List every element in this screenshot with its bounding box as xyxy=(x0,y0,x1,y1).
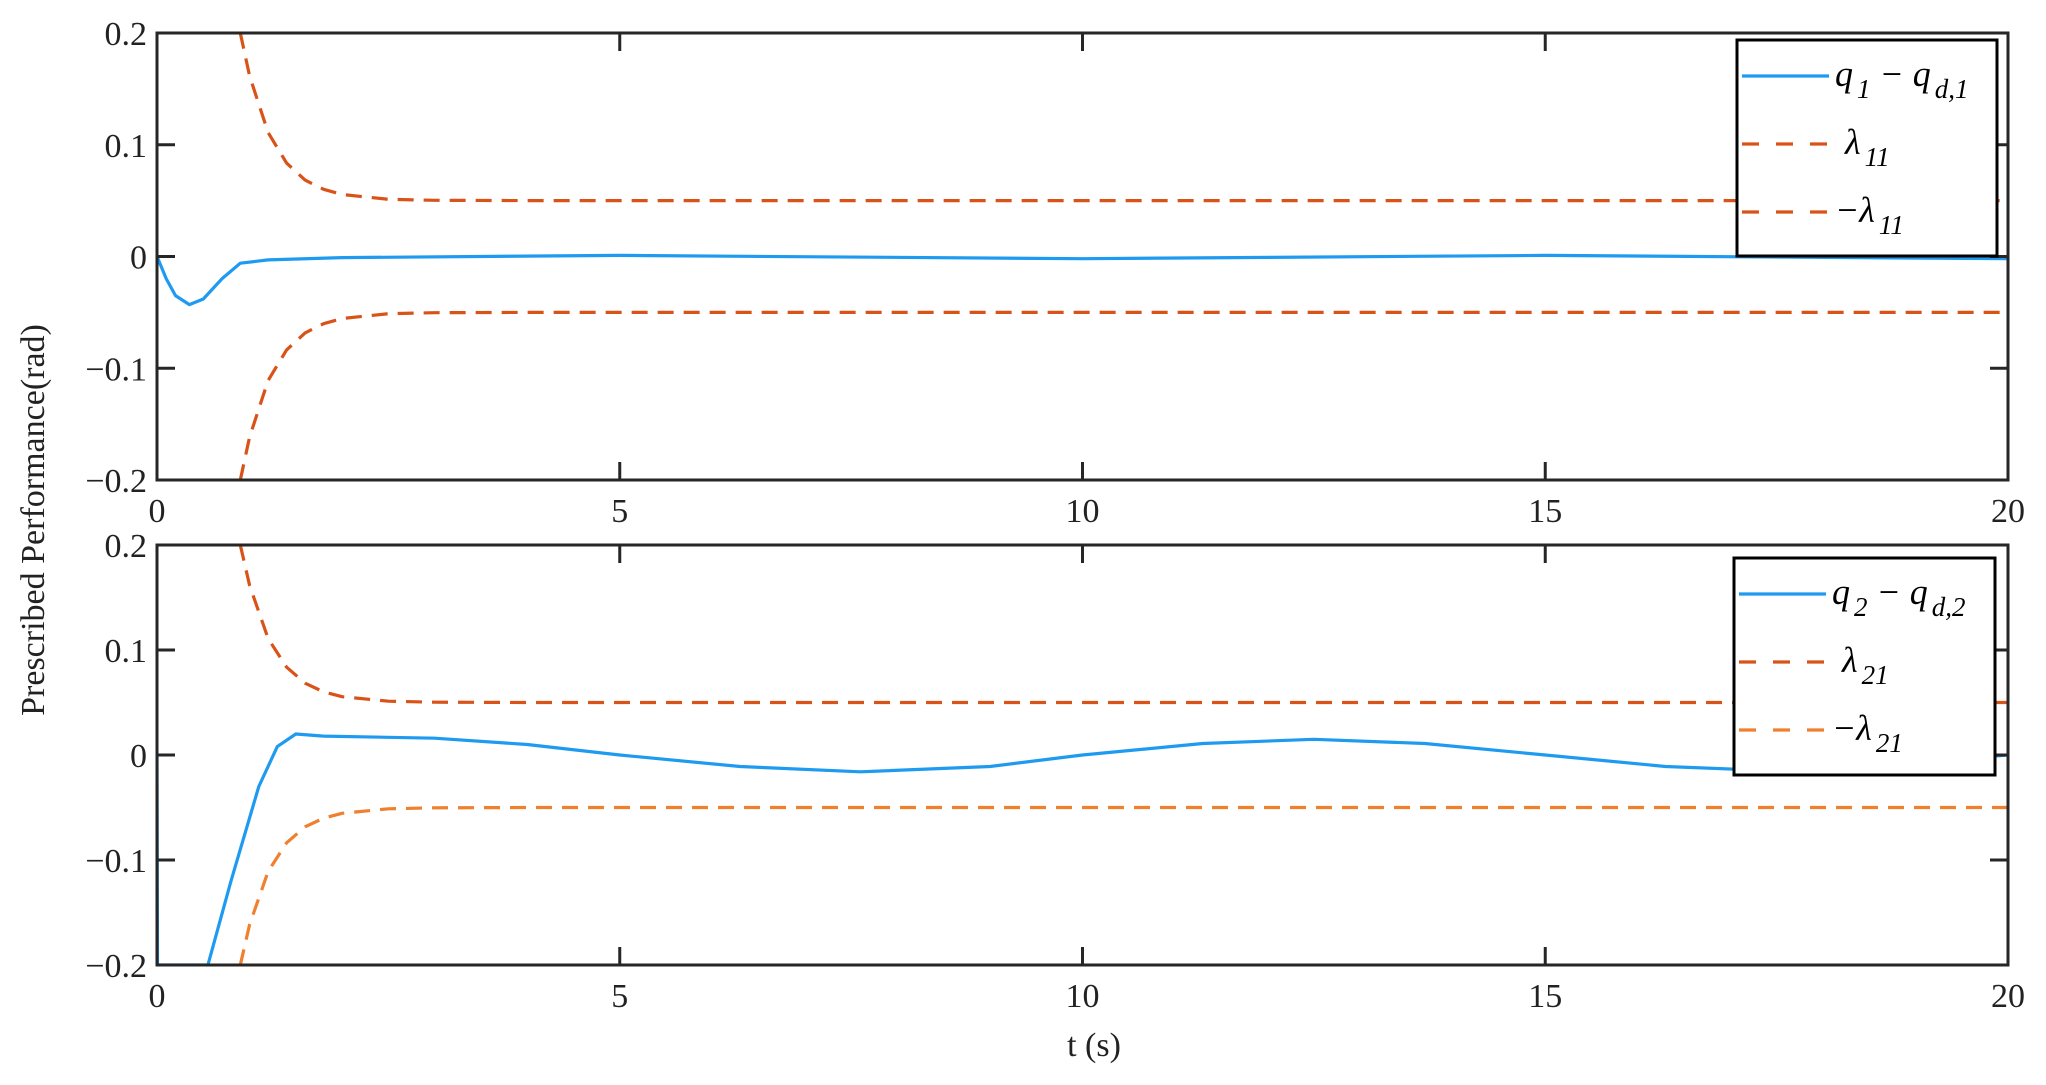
legend-label: λ 11 xyxy=(1844,122,1890,172)
x-tick-label: 5 xyxy=(611,978,628,1015)
x-tick-label: 0 xyxy=(149,978,166,1015)
legend-label: −λ 11 xyxy=(1835,190,1904,240)
y-tick-label: 0 xyxy=(130,240,147,277)
subplot-1: 0 5 10 15 20 0.2 0.1 0 −0.1 −0.2 q 1 − q d,1 λ 11 −λ 11 xyxy=(85,16,2025,530)
x-axis-label: t (s) xyxy=(1067,1027,1121,1064)
series-line-3 xyxy=(238,310,2008,480)
y-tick-label: 0.2 xyxy=(105,16,148,53)
x-tick-label: 0 xyxy=(149,493,166,530)
y-tick-label: 0.1 xyxy=(105,128,148,165)
series-line-1 xyxy=(157,732,2008,965)
subplot-2: 0 5 10 15 20 0.2 0.1 0 −0.1 −0.2 q 2 − q d,2 λ 21 −λ 21 xyxy=(85,528,2025,1015)
y-tick-label: 0 xyxy=(130,738,147,775)
x-tick-label: 10 xyxy=(1066,493,1100,530)
y-axis-label: Prescribed Performance(rad) xyxy=(15,324,52,716)
series-line-2 xyxy=(238,33,2008,203)
x-tick-label: 5 xyxy=(611,493,628,530)
y-tick-label: −0.1 xyxy=(85,843,147,880)
series-line-2 xyxy=(238,545,2008,705)
y-tick-label: −0.2 xyxy=(85,463,147,500)
series-group xyxy=(157,33,2008,480)
legend-label: λ 21 xyxy=(1841,640,1889,690)
y-tick-label: −0.1 xyxy=(85,351,147,388)
x-tick-label: 15 xyxy=(1528,978,1562,1015)
x-tick-label: 20 xyxy=(1991,978,2025,1015)
y-tick-label: 0.2 xyxy=(105,528,148,565)
y-tick-label: −0.2 xyxy=(85,948,147,985)
x-tick-label: 20 xyxy=(1991,493,2025,530)
series-group xyxy=(157,545,2008,965)
x-tick-label: 15 xyxy=(1528,493,1562,530)
legend-box xyxy=(1735,38,1999,258)
x-tick-label: 10 xyxy=(1066,978,1100,1015)
legend-label: −λ 21 xyxy=(1832,708,1903,758)
series-line-1 xyxy=(157,253,2008,307)
series-line-3 xyxy=(238,805,2008,965)
y-tick-label: 0.1 xyxy=(105,633,148,670)
